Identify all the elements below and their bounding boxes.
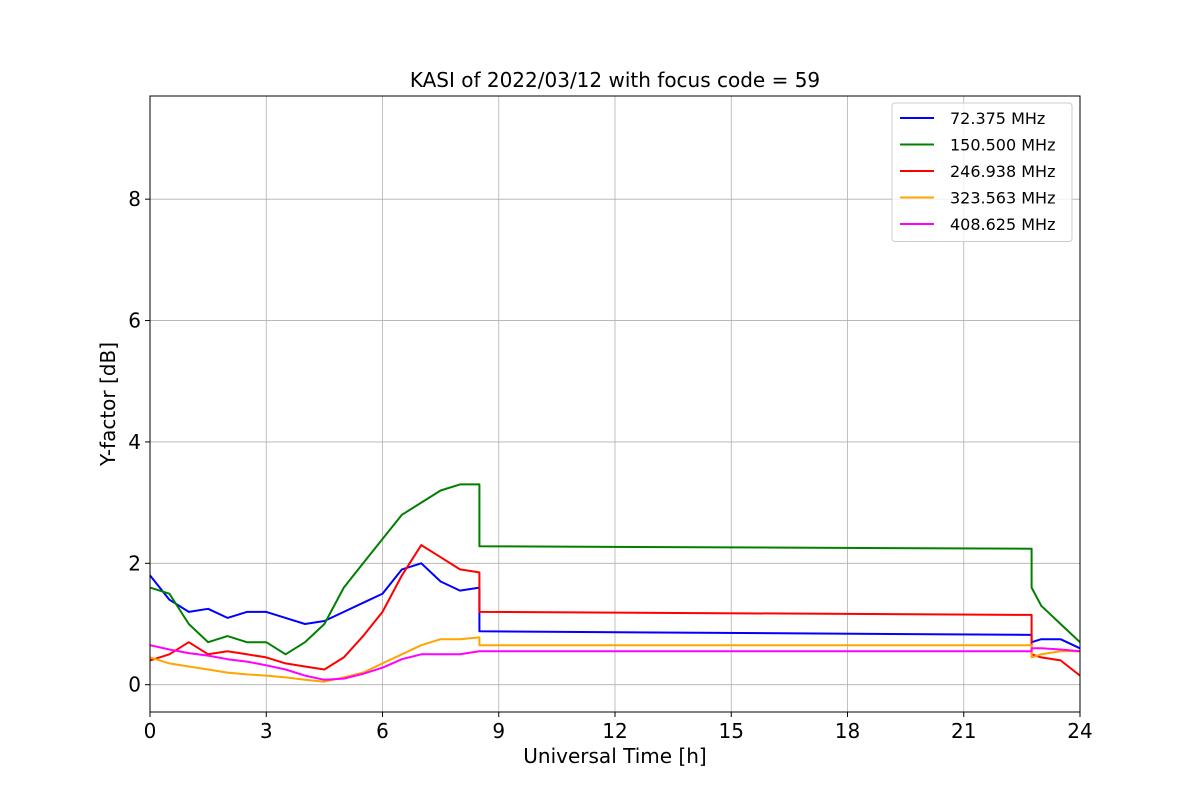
x-tick-label: 24 [1067,719,1092,743]
x-tick-label: 15 [719,719,744,743]
legend-label: 323.563 MHz [950,189,1055,208]
x-tick-label: 3 [260,719,273,743]
y-tick-label: 8 [128,187,141,211]
x-tick-label: 6 [376,719,389,743]
legend-label: 408.625 MHz [950,215,1055,234]
x-tick-label: 18 [835,719,860,743]
legend-box [891,102,1073,242]
x-tick-label: 21 [951,719,976,743]
series-layer [149,483,1081,683]
series-line-4 [149,644,1081,681]
y-tick-label: 6 [128,309,141,333]
x-axis-label: Universal Time [h] [523,744,706,768]
y-tick-label: 4 [128,430,141,454]
legend-label: 246.938 MHz [950,162,1055,181]
x-tick-label: 12 [602,719,627,743]
y-axis-label: Y-factor [dB] [96,342,120,467]
series-line-3 [149,636,1080,683]
chart-title: KASI of 2022/03/12 with focus code = 59 [410,68,820,92]
x-tick-label: 9 [492,719,505,743]
x-tick-label: 0 [144,719,157,743]
series-line-2 [149,544,1081,677]
legend: 72.375 MHz 150.500 MHz 246.938 MHz 323.563 … [891,102,1073,242]
series-line-1 [149,483,1081,656]
y-tick-label: 2 [128,551,141,575]
y-tick-label: 0 [128,673,141,697]
legend-label: 150.500 MHz [950,136,1055,155]
legend-label: 72.375 MHz [950,109,1045,128]
